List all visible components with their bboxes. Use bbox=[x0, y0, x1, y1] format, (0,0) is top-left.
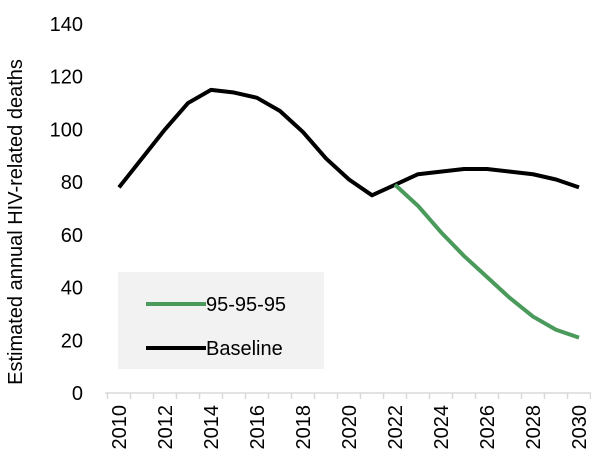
legend: 95-95-95 Baseline bbox=[118, 272, 324, 369]
x-tick-label: 2014 bbox=[201, 405, 223, 450]
series-line-baseline bbox=[117, 87, 580, 198]
x-tick-label: 2024 bbox=[431, 405, 453, 450]
legend-label-95-95-95: 95-95-95 bbox=[206, 294, 286, 316]
x-tick-marks bbox=[106, 393, 591, 399]
legend-label-baseline: Baseline bbox=[206, 338, 283, 360]
x-tick-label: 2012 bbox=[155, 405, 177, 450]
x-tick-label: 2018 bbox=[293, 405, 315, 450]
series-layer bbox=[117, 87, 580, 340]
y-tick-label: 100 bbox=[50, 119, 83, 141]
legend-background bbox=[118, 272, 324, 369]
x-tick-label: 2022 bbox=[385, 405, 407, 450]
y-tick-label: 140 bbox=[50, 14, 83, 36]
y-tick-label: 40 bbox=[61, 278, 83, 300]
x-tick-label: 2016 bbox=[247, 405, 269, 450]
x-tick-labels: 2010 2012 2014 2016 2018 2020 2022 2024 2026 2028… bbox=[109, 405, 591, 450]
x-tick-label: 2020 bbox=[339, 405, 361, 450]
x-tick-label: 2030 bbox=[569, 405, 591, 450]
y-tick-labels: 0 20 40 60 80 100 120 140 bbox=[50, 14, 83, 405]
y-tick-label: 60 bbox=[61, 225, 83, 247]
y-tick-label: 80 bbox=[61, 172, 83, 194]
y-tick-label: 0 bbox=[72, 383, 83, 405]
y-tick-label: 120 bbox=[50, 67, 83, 89]
x-tick-label: 2026 bbox=[477, 405, 499, 450]
y-tick-label: 20 bbox=[61, 330, 83, 352]
series-line-95-95-95 bbox=[393, 183, 580, 340]
x-tick-label: 2028 bbox=[523, 405, 545, 450]
y-axis-title: Estimated annual HIV-related deaths bbox=[5, 59, 27, 385]
x-tick-label: 2010 bbox=[109, 405, 131, 450]
